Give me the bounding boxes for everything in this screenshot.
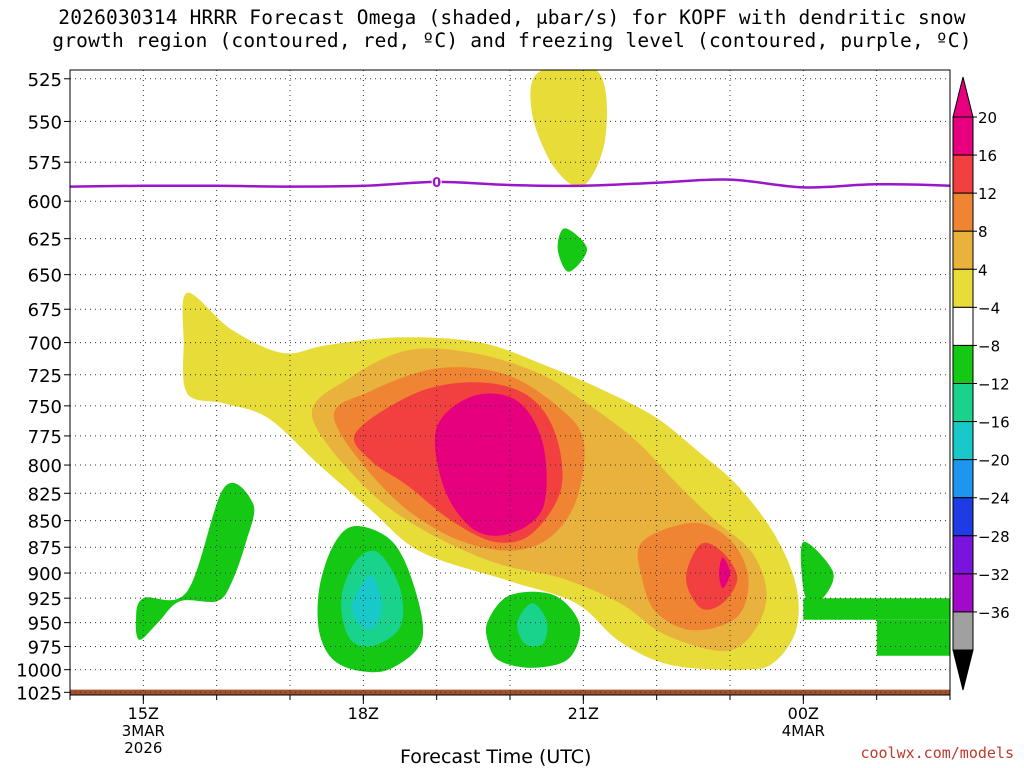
y-tick-label-825: 825	[28, 484, 62, 505]
y-tick-label-650: 650	[28, 266, 62, 287]
colorbar-label-5: −4	[978, 299, 1000, 317]
colorbar-label-10: −24	[978, 490, 1010, 508]
y-tick-label-625: 625	[28, 230, 62, 251]
y-tick-label-700: 700	[28, 334, 62, 355]
y-tick-label-900: 900	[28, 564, 62, 585]
colorbar-label-13: −36	[978, 604, 1010, 622]
y-tick-label-750: 750	[28, 397, 62, 418]
colorbar-segment-4	[952, 268, 974, 308]
freezing-level-label-1: 0	[1019, 185, 1024, 200]
omega-region-1	[1012, 68, 1024, 120]
x-tick-sublabel-00Z-0: 4MAR	[782, 722, 825, 740]
colorbar-label-4: 4	[978, 261, 988, 279]
y-tick-label-950: 950	[28, 614, 62, 635]
colorbar-label-2: 12	[978, 185, 997, 203]
omega-region-20	[876, 619, 950, 656]
colorbar-segment-8	[952, 421, 974, 461]
y-tick-label-575: 575	[28, 153, 62, 174]
x-axis-label: Forecast Time (UTC)	[400, 746, 592, 768]
y-tick-label-725: 725	[28, 366, 62, 387]
omega-region-17	[517, 603, 548, 647]
y-axis: 525 550 575 600 625 650 675 700 725 750 775 800 825 8…	[16, 70, 70, 704]
grid-lines	[69, 70, 951, 695]
freezing-label-bg-0	[431, 174, 442, 189]
colorbar-label-7: −12	[978, 376, 1010, 394]
freezing-label-bg-1	[1018, 184, 1024, 198]
omega-shading	[70, 68, 1024, 695]
colorbar-segment-0	[952, 116, 974, 156]
freezing-level-label-0: 0	[432, 176, 441, 191]
y-tick-label-675: 675	[28, 300, 62, 321]
y-tick-label-875: 875	[28, 538, 62, 559]
colorbar-label-11: −28	[978, 528, 1010, 546]
colorbar-label-6: −8	[978, 337, 1000, 355]
freezing-level-contour: 00	[70, 174, 1024, 200]
y-tick-label-1025: 1025	[16, 683, 62, 704]
y-tick-label-775: 775	[28, 427, 62, 448]
omega-region-11	[719, 557, 730, 589]
omega-region-19	[803, 598, 950, 620]
colorbar-segment-7	[952, 383, 974, 423]
x-tick-label-00Z: 00Z	[788, 704, 819, 723]
omega-region-15	[351, 575, 382, 630]
colorbar-label-12: −32	[978, 566, 1010, 584]
colorbar-segment-11	[952, 535, 974, 575]
colorbar-segment-5	[952, 306, 974, 346]
freezing-level-line	[70, 178, 950, 189]
colorbar-under-arrow	[952, 649, 974, 691]
colorbar-over-arrow	[952, 76, 974, 118]
x-tick-sublabel-15Z-1: 2026	[124, 739, 162, 757]
y-tick-label-525: 525	[28, 70, 62, 91]
x-tick-sublabel-15Z-0: 3MAR	[122, 722, 165, 740]
omega-region-12	[135, 482, 255, 640]
colorbar-segment-13	[952, 611, 974, 651]
y-tick-label-850: 850	[28, 512, 62, 533]
x-tick-label-15Z: 15Z	[128, 704, 159, 723]
colorbar-label-1: 16	[978, 147, 997, 165]
colorbar: 20 16 12 8 4 −4 −8 −12 −16 −20 −24 −28 −32 −36	[952, 76, 1010, 691]
colorbar-segment-1	[952, 154, 974, 194]
x-tick-label-21Z: 21Z	[568, 704, 599, 723]
colorbar-segment-9	[952, 459, 974, 499]
chart-title: 2026030314 HRRR Forecast Omega (shaded, …	[0, 6, 1024, 52]
colorbar-segment-3	[952, 230, 974, 270]
y-tick-label-800: 800	[28, 456, 62, 477]
colorbar-segment-2	[952, 192, 974, 232]
omega-region-3	[557, 228, 588, 272]
y-tick-label-925: 925	[28, 589, 62, 610]
title-line-2: growth region (contoured, red, ºC) and f…	[52, 29, 972, 52]
colorbar-segment-12	[952, 573, 974, 613]
title-line-1: 2026030314 HRRR Forecast Omega (shaded, …	[58, 6, 966, 29]
y-tick-label-600: 600	[28, 192, 62, 213]
x-tick-label-18Z: 18Z	[348, 704, 379, 723]
omega-region-18	[800, 541, 834, 602]
colorbar-label-0: 20	[978, 109, 997, 127]
credit-text: coolwx.com/models	[860, 744, 1014, 762]
y-tick-label-1000: 1000	[16, 661, 62, 682]
omega-region-0	[530, 70, 607, 187]
y-tick-label-550: 550	[28, 112, 62, 133]
colorbar-segment-10	[952, 497, 974, 537]
y-tick-label-975: 975	[28, 637, 62, 658]
colorbar-label-9: −20	[978, 452, 1010, 470]
colorbar-label-3: 8	[978, 223, 988, 241]
colorbar-label-8: −16	[978, 414, 1010, 432]
colorbar-segment-6	[952, 344, 974, 384]
